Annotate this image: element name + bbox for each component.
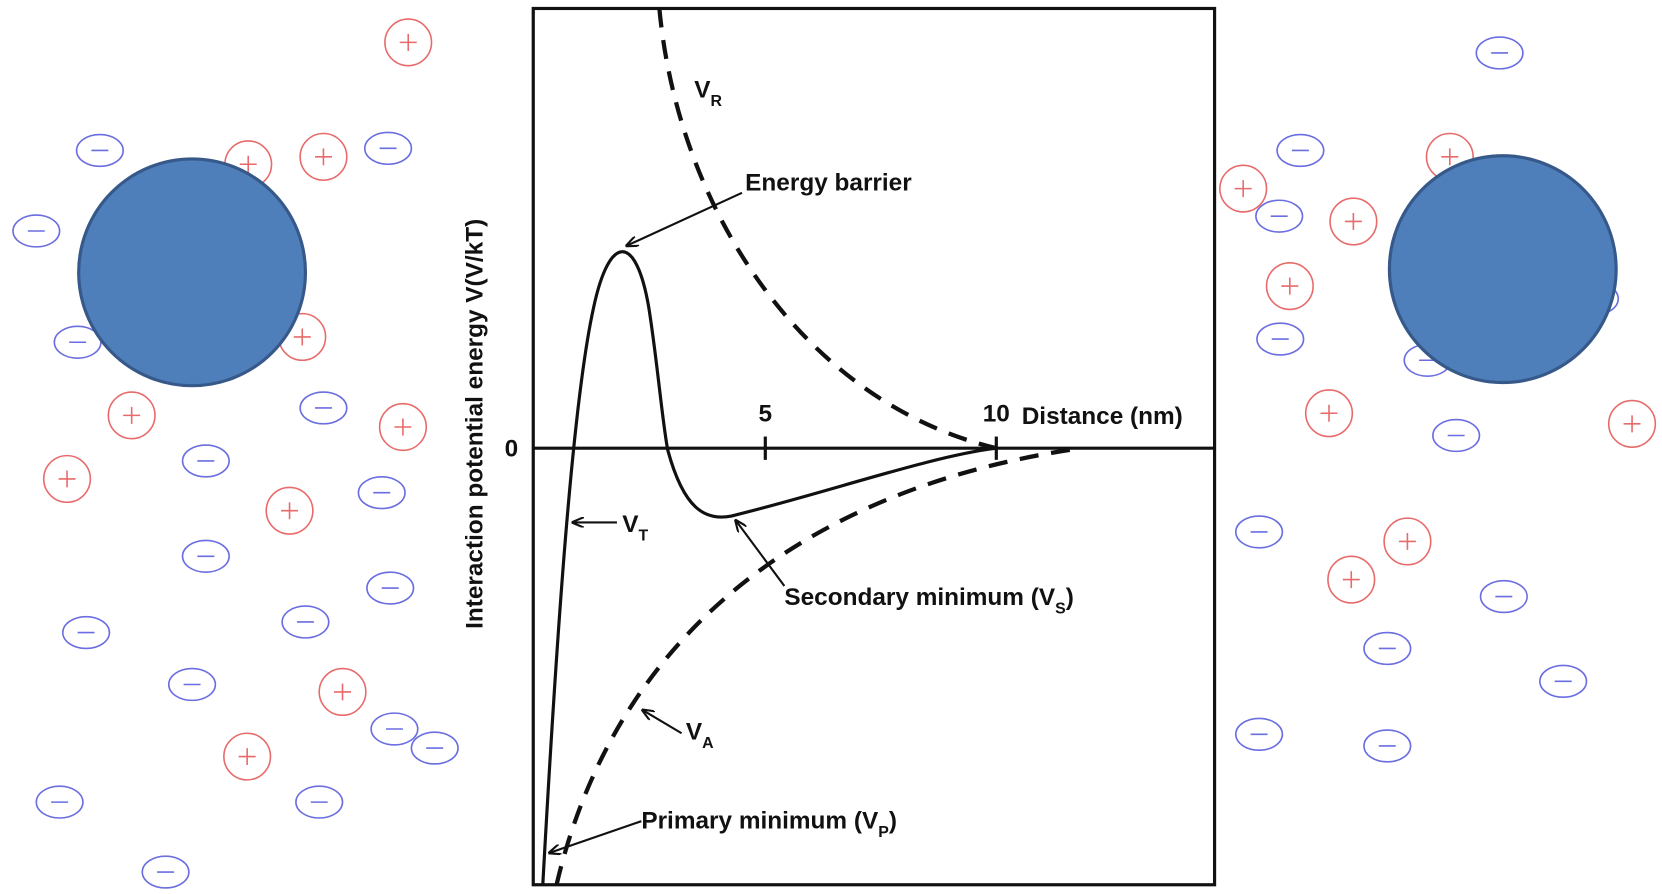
label-sub: P xyxy=(878,824,889,841)
arrow xyxy=(626,191,743,246)
cation-sign xyxy=(1623,415,1641,433)
cation-sign xyxy=(239,155,257,173)
label-sub: R xyxy=(711,93,723,110)
particle-left xyxy=(77,157,308,388)
label-main: Secondary minimum (V xyxy=(784,584,1055,611)
label-main: ) xyxy=(889,808,897,835)
cation-sign xyxy=(293,328,311,346)
cation-sign xyxy=(399,33,417,51)
arrow xyxy=(736,520,786,587)
zero-label: 0 xyxy=(505,436,519,463)
label-main: V xyxy=(622,511,639,538)
curve-vr xyxy=(657,8,997,451)
cation-sign xyxy=(1342,571,1360,589)
cation-sign xyxy=(1344,212,1362,230)
cation-sign xyxy=(334,683,352,701)
label-main: Primary minimum (V xyxy=(641,808,879,835)
cation-sign xyxy=(1234,180,1252,198)
y-axis-label: Interaction potential energy V(V/kT) xyxy=(461,219,488,629)
label-main: V xyxy=(694,76,711,103)
cation-sign xyxy=(238,748,256,766)
particle-right xyxy=(1387,154,1618,385)
arrow xyxy=(642,710,683,735)
cation-sign xyxy=(1441,148,1459,166)
tick-label: 10 xyxy=(983,401,1010,428)
tick-label: 5 xyxy=(759,401,773,428)
primary-minimum-label: Primary minimum (VP) xyxy=(641,808,897,841)
arrow xyxy=(549,820,642,853)
cation-sign xyxy=(394,418,412,436)
ions xyxy=(12,18,1657,889)
cation-sign xyxy=(1281,277,1299,295)
label-sub: A xyxy=(702,735,714,752)
cation-sign xyxy=(281,502,299,520)
cation-sign xyxy=(58,470,76,488)
cation-sign xyxy=(314,148,332,166)
label-main: ) xyxy=(1066,584,1074,611)
cation-sign xyxy=(1320,404,1338,422)
vt-label: VT xyxy=(622,511,648,544)
secondary-minimum-label: Secondary minimum (VS) xyxy=(784,584,1073,617)
plot-frame xyxy=(531,6,1217,887)
va-label: VA xyxy=(686,719,714,752)
x-axis-label: Distance (nm) xyxy=(1022,403,1183,430)
curve-va xyxy=(554,446,1082,886)
curve-vt xyxy=(541,250,997,885)
vr-label: VR xyxy=(694,76,722,109)
label-sub: S xyxy=(1055,601,1066,618)
label-main: V xyxy=(686,719,703,746)
label-sub: T xyxy=(639,527,649,544)
cation-sign xyxy=(123,406,141,424)
cation-sign xyxy=(1398,532,1416,550)
energy-barrier-label: Energy barrier xyxy=(745,170,912,197)
